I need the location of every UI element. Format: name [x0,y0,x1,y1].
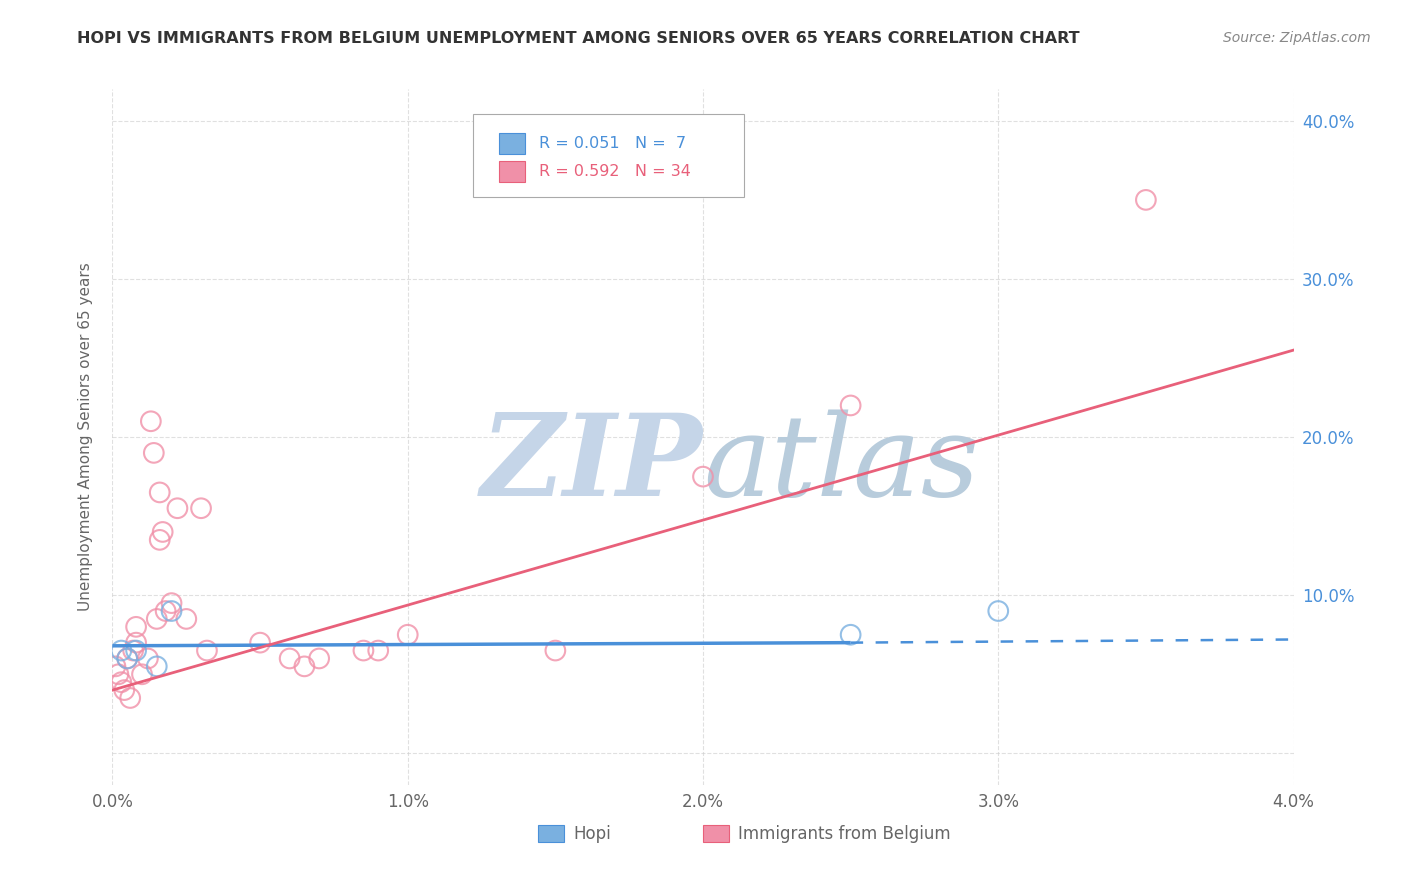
Point [125,635,148,649]
Point [122,643,145,657]
Point [107,667,129,681]
Point [125,643,148,657]
Point [544,643,567,657]
Text: R = 0.051   N =  7: R = 0.051 N = 7 [538,136,686,151]
Text: HOPI VS IMMIGRANTS FROM BELGIUM UNEMPLOYMENT AMONG SENIORS OVER 65 YEARS CORRELA: HOPI VS IMMIGRANTS FROM BELGIUM UNEMPLOY… [77,31,1080,46]
Point [152,524,174,539]
Point [292,659,315,673]
Point [146,612,169,626]
Point [195,643,218,657]
Point [131,667,153,681]
Point [249,635,271,649]
Point [396,628,419,642]
Point [125,620,148,634]
Point [117,651,138,665]
Text: Immigrants from Belgium: Immigrants from Belgium [738,825,950,843]
Bar [537,824,564,842]
Text: ZIP: ZIP [481,409,703,520]
Y-axis label: Unemployment Among Seniors over 65 years: Unemployment Among Seniors over 65 years [79,263,93,611]
Point [987,604,1010,618]
Bar [703,824,728,842]
Point [139,414,162,428]
Point [190,501,212,516]
Text: R = 0.592   N = 34: R = 0.592 N = 34 [538,164,690,178]
Point [155,604,177,618]
Point [308,651,330,665]
Point [149,533,172,547]
Point [110,643,132,657]
Point [146,659,169,673]
Point [104,659,127,673]
Point [367,643,389,657]
Point [110,675,132,690]
Text: Source: ZipAtlas.com: Source: ZipAtlas.com [1223,31,1371,45]
Text: Hopi: Hopi [574,825,610,843]
Point [112,683,135,698]
Point [278,651,301,665]
Bar [499,133,524,154]
Point [692,469,714,483]
Point [160,604,183,618]
Point [1135,193,1157,207]
Point [142,446,165,460]
Point [839,399,862,413]
Point [136,651,159,665]
Text: atlas: atlas [703,409,980,520]
Point [174,612,197,626]
Point [166,501,188,516]
Point [117,651,138,665]
Point [839,628,862,642]
FancyBboxPatch shape [472,113,744,197]
Point [160,596,183,610]
Point [352,643,374,657]
Bar [499,161,524,182]
Point [149,485,172,500]
Point [120,690,142,705]
